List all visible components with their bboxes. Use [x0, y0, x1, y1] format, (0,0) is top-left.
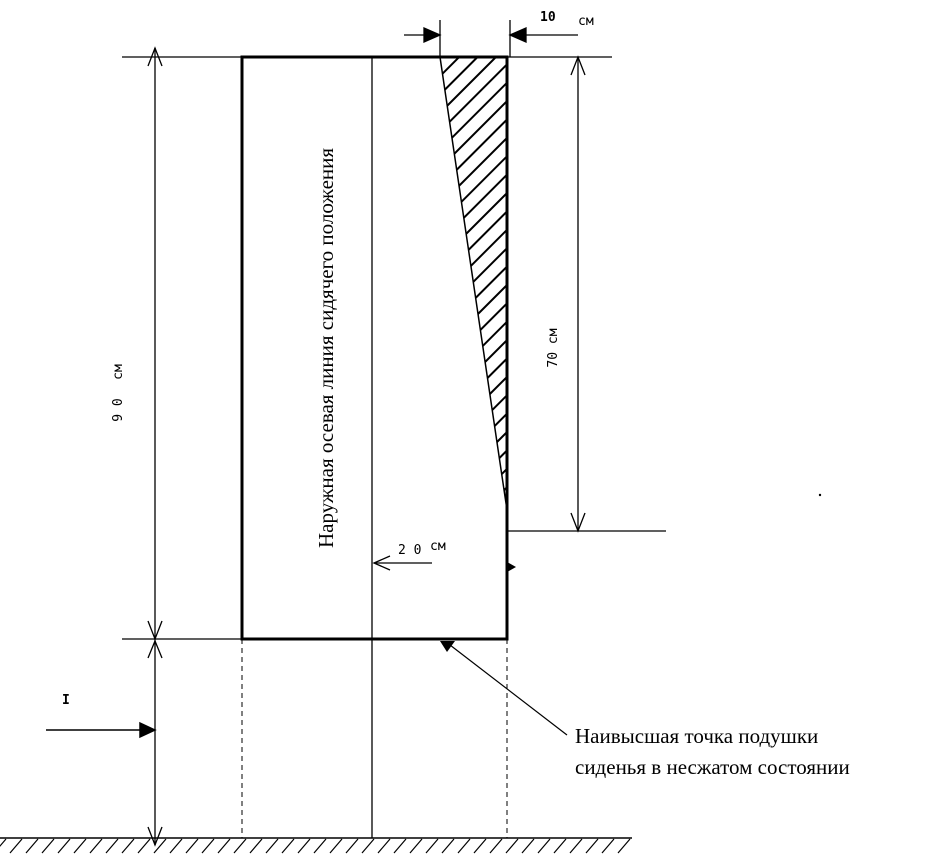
ground-hatch-tick: [313, 838, 327, 854]
width-dimension-10: [404, 20, 578, 57]
ground-hatch-tick: [457, 838, 471, 854]
ground-hatch-tick: [297, 838, 311, 854]
arrow-i-label: I: [62, 693, 70, 708]
highest-point-leader: [449, 644, 568, 736]
ground-hatch-tick: [617, 838, 631, 854]
ground-hatch-tick: [9, 838, 23, 854]
ground-hatch-tick: [89, 838, 103, 854]
centerline-label: Наружная осевая линия сидячего положения: [314, 148, 338, 548]
offset-20-value: 2 0: [398, 543, 421, 558]
ground-hatch-tick: [57, 838, 71, 854]
direction-arrow-i: [46, 721, 157, 739]
note-line-1: Наивысшая точка подушки: [575, 724, 818, 748]
ground-hatch-tick: [329, 838, 343, 854]
offset-20-unit: см: [430, 539, 446, 554]
ground-hatch-tick: [25, 838, 39, 854]
height-dimension-70: [570, 55, 586, 533]
width-10-unit: см: [578, 14, 594, 29]
ground-hatch-tick: [153, 838, 167, 854]
hatched-wedge: [439, 56, 508, 511]
ground-hatch-tick: [249, 838, 263, 854]
ground-hatch-tick: [361, 838, 375, 854]
ground-hatch-tick: [265, 838, 279, 854]
ground-hatch-tick: [0, 838, 7, 847]
highest-point-marker: [440, 641, 455, 652]
ground-hatch-tick: [601, 838, 615, 854]
ground-hatch-tick: [425, 838, 439, 854]
ground-hatch-tick: [409, 838, 423, 854]
ground-hatch-tick: [585, 838, 599, 854]
ground-hatch-tick: [217, 838, 231, 854]
right-edge-marker: [507, 562, 516, 572]
note-line-2: сиденья в несжатом состоянии: [575, 755, 850, 779]
ground-hatch-tick: [505, 838, 519, 854]
stray-dot: [818, 493, 822, 497]
ground-hatch-tick: [345, 838, 359, 854]
ground-hatch-tick: [169, 838, 183, 854]
ground-hatch-tick: [473, 838, 487, 854]
ground-hatch-tick: [393, 838, 407, 854]
ground-hatch-tick: [521, 838, 535, 854]
height-90-unit: см: [111, 364, 126, 380]
ground-hatch-tick: [41, 838, 55, 854]
ground-hatch-tick: [121, 838, 135, 854]
height-dimension-90: [147, 46, 163, 847]
width-10-value: 10: [540, 10, 556, 25]
ground-hatch-tick: [553, 838, 567, 854]
ground-hatch-tick: [489, 838, 503, 854]
ground-hatch-tick: [537, 838, 551, 854]
ground-hatch-tick: [569, 838, 583, 854]
offset-dimension-20: [372, 555, 432, 571]
height-70-label: 70 см: [546, 328, 561, 367]
height-90-value: 9 0: [111, 398, 126, 421]
ground-hatch-tick: [137, 838, 151, 854]
ground-hatch-tick: [105, 838, 119, 854]
ground-hatch-tick: [185, 838, 199, 854]
ground-hatch-tick: [281, 838, 295, 854]
ground-hatch-tick: [377, 838, 391, 854]
ground-hatch-tick: [233, 838, 247, 854]
ground-hatch-tick: [441, 838, 455, 854]
ground-hatch-tick: [201, 838, 215, 854]
ground: [0, 837, 632, 854]
ground-hatch-tick: [73, 838, 87, 854]
